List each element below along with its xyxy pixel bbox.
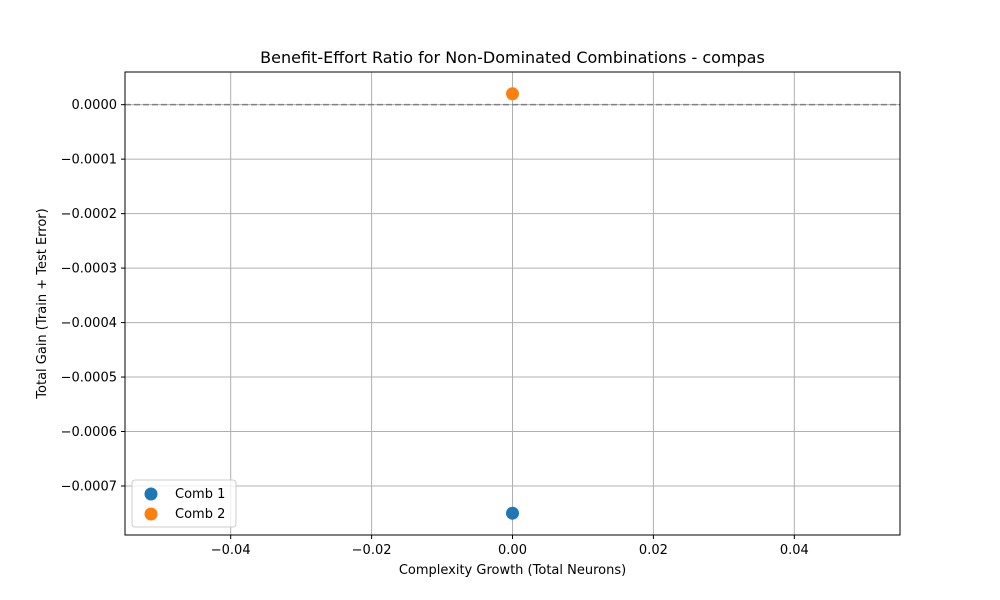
y-tick-label: −0.0002 bbox=[61, 207, 117, 222]
y-axis: 0.0000 −0.0001 −0.0002 −0.0003 −0.0004 −0.000… bbox=[61, 98, 125, 494]
x-axis-label: Complexity Growth (Total Neurons) bbox=[399, 563, 626, 578]
y-tick-label: −0.0007 bbox=[61, 479, 117, 494]
y-tick-label: −0.0005 bbox=[61, 371, 117, 386]
point-comb-1 bbox=[506, 506, 519, 520]
x-tick-label: −0.02 bbox=[352, 543, 392, 558]
data-points bbox=[506, 87, 519, 520]
legend: Comb 1 Comb 2 bbox=[131, 479, 237, 528]
legend-marker-comb-1 bbox=[144, 487, 158, 501]
y-tick-label: −0.0003 bbox=[61, 262, 117, 277]
y-tick-label: −0.0001 bbox=[61, 153, 117, 168]
y-axis-label: Total Gain (Train + Test Error) bbox=[35, 208, 50, 399]
chart-title: Benefit-Effort Ratio for Non-Dominated C… bbox=[260, 48, 765, 67]
x-tick-label: 0.02 bbox=[639, 543, 668, 558]
legend-box bbox=[131, 479, 237, 528]
y-tick-label: −0.0006 bbox=[61, 425, 117, 440]
x-axis: −0.04 −0.02 0.00 0.02 0.04 bbox=[211, 535, 809, 558]
legend-marker-comb-2 bbox=[144, 507, 158, 521]
x-tick-label: −0.04 bbox=[211, 543, 251, 558]
legend-label-comb-1: Comb 1 bbox=[175, 487, 225, 502]
legend-label-comb-2: Comb 2 bbox=[175, 507, 225, 522]
x-tick-label: 0.04 bbox=[780, 543, 809, 558]
point-comb-2 bbox=[506, 87, 519, 101]
grid bbox=[125, 72, 900, 535]
y-tick-label: −0.0004 bbox=[61, 316, 117, 331]
x-tick-label: 0.00 bbox=[498, 543, 527, 558]
y-tick-label: 0.0000 bbox=[72, 98, 118, 113]
